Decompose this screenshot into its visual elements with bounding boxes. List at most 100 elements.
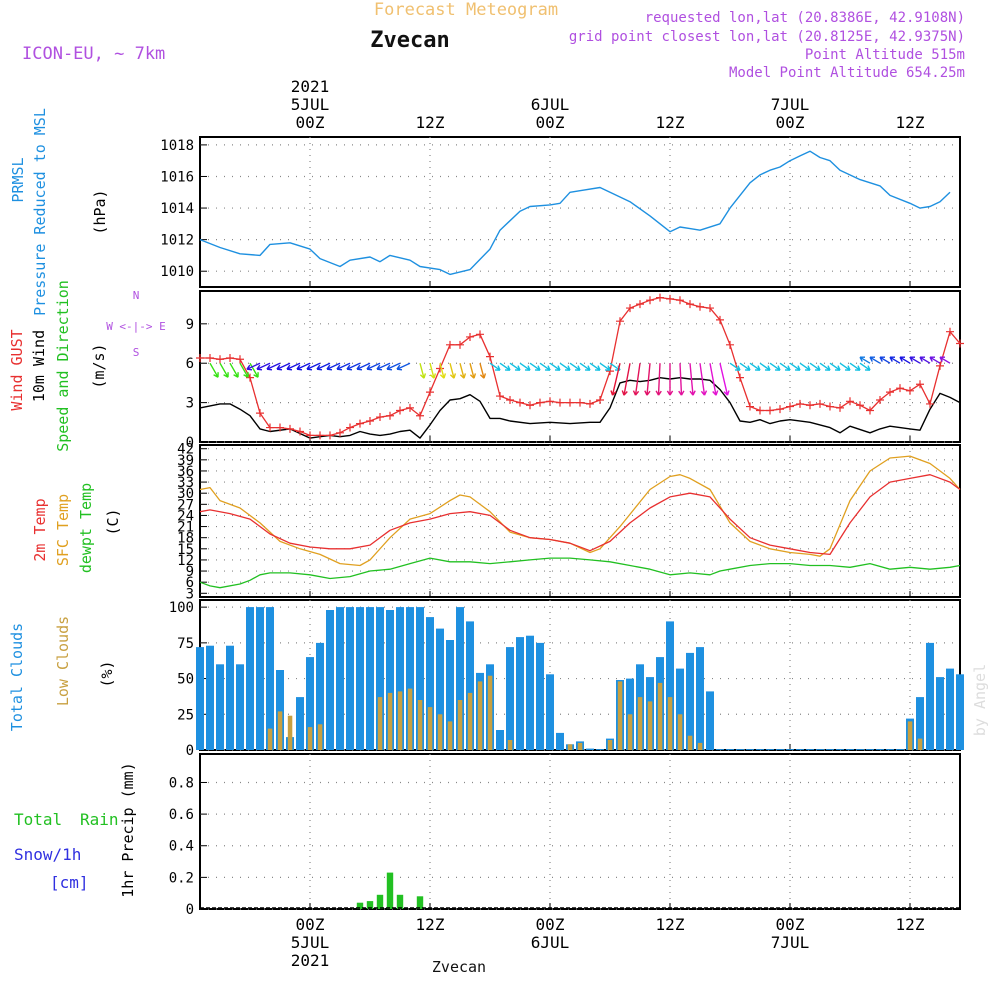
gust-point-marker	[876, 395, 884, 404]
gust-point-marker	[316, 431, 324, 440]
wind-direction-arrow	[666, 363, 674, 396]
y-tick-label: 1018	[160, 138, 194, 154]
wind-direction-arrow	[621, 363, 631, 396]
wind-direction-arrow	[879, 356, 891, 364]
total-cloud-bar	[296, 697, 304, 750]
gust-point-marker	[226, 353, 234, 362]
pressure-series	[199, 150, 951, 276]
total-cloud-bar	[466, 621, 474, 750]
gust-point-marker	[846, 397, 854, 406]
wind-direction-arrow	[469, 363, 477, 379]
pressure-label: PRMSL	[9, 157, 27, 202]
top-time-label: 12Z	[656, 113, 685, 132]
rain-bar	[376, 894, 384, 909]
wind-direction-arrow	[729, 362, 741, 371]
gust-point-marker	[906, 386, 914, 395]
gust-point-marker	[826, 402, 834, 411]
total-cloud-bar	[546, 674, 554, 750]
wind-direction-arrow	[366, 362, 381, 371]
wind-direction-arrow	[739, 362, 751, 371]
clouds-unit-label: (%)	[98, 660, 116, 687]
total-cloud-bar	[786, 749, 794, 750]
total-cloud-bar	[316, 642, 324, 750]
total-cloud-bar	[596, 749, 604, 750]
total-cloud-bar	[206, 645, 214, 750]
low-cloud-bar	[467, 692, 473, 750]
y-tick-label: 75	[177, 636, 194, 652]
y-tick-label: 1014	[160, 201, 194, 217]
gust-point-marker	[536, 398, 544, 407]
gust-point-marker	[256, 409, 264, 418]
gust-point-marker	[576, 398, 584, 407]
top-date-label: 7JUL	[771, 95, 810, 114]
wind-direction-arrow	[579, 362, 591, 371]
gust-point-marker	[926, 399, 934, 408]
gust-point-marker	[556, 398, 564, 407]
y-tick-label: 50	[177, 672, 194, 688]
top-time-label: 00Z	[296, 113, 325, 132]
bottom-time-label: 00Z	[296, 915, 325, 934]
low-cloud-bar	[387, 692, 393, 750]
wind-direction-arrow	[789, 362, 801, 371]
gust-point-marker	[836, 403, 844, 412]
y-tick-label: 0.6	[169, 807, 194, 823]
total-cloud-bar	[746, 749, 754, 750]
wind-direction-arrow	[859, 356, 871, 364]
bottom-date-label: 7JUL	[771, 933, 810, 952]
gust-point-marker	[246, 373, 254, 382]
total-cloud-bar	[526, 635, 534, 750]
dewpt-label: dewpt Temp	[77, 483, 95, 573]
total-cloud-bar	[226, 645, 234, 750]
y-tick-label: 15	[177, 542, 194, 558]
y-tick-label: 1010	[160, 264, 194, 280]
wind-direction-arrow	[229, 362, 239, 378]
wind-direction-label: Speed and Direction	[54, 280, 72, 452]
gust-point-marker	[756, 406, 764, 415]
wind-direction-arrow	[689, 363, 696, 396]
gust-point-marker	[236, 355, 244, 364]
gust-point-marker	[356, 419, 364, 428]
gust-point-marker	[336, 428, 344, 437]
total-cloud-bar	[376, 607, 384, 750]
top-time-label: 00Z	[776, 113, 805, 132]
wind-direction-arrow	[549, 362, 561, 371]
bottom-time-label: 12Z	[896, 915, 925, 934]
wind-direction-arrow	[499, 362, 511, 371]
gust-point-marker	[216, 355, 224, 364]
low-cloud-bar	[477, 681, 483, 750]
gust-point-marker	[866, 406, 874, 415]
total-cloud-bar	[356, 607, 364, 750]
pressure-unit-label: (hPa)	[91, 189, 109, 234]
bottom-date-label: 6JUL	[531, 933, 570, 952]
gust-point-marker	[806, 401, 814, 410]
total-cloud-bar	[496, 730, 504, 750]
low-cloud-bar	[307, 727, 313, 750]
low-cloud-bar	[577, 742, 583, 750]
gust-point-marker	[286, 424, 294, 433]
gust-point-marker	[206, 353, 214, 362]
total-cloud-bar	[696, 647, 704, 750]
y-tick-label: 0.4	[169, 839, 194, 855]
total-cloud-bar	[776, 749, 784, 750]
wind-direction-arrow	[266, 362, 281, 371]
total-cloud-bar	[436, 628, 444, 750]
t2m-label: 2m Temp	[31, 498, 49, 561]
y-tick-label: 9	[186, 564, 194, 580]
gust-point-marker	[786, 402, 794, 411]
total-cloud-bar	[346, 607, 354, 750]
wind-direction-arrow	[296, 362, 311, 371]
gust-point-marker	[266, 423, 274, 432]
wind-direction-arrow	[396, 362, 411, 371]
wind-direction-arrow	[246, 362, 261, 371]
wind-direction-arrow	[769, 362, 781, 371]
total-cloud-bar	[536, 642, 544, 750]
total-cloud-bar	[406, 607, 414, 750]
gust-point-marker	[776, 405, 784, 414]
panel-frame-pressure	[199, 136, 961, 288]
wind-direction-arrow	[869, 356, 881, 364]
low-cloud-bar	[657, 682, 663, 750]
low-cloud-bar	[687, 735, 693, 750]
low-cloud-bar	[697, 742, 703, 750]
wind-direction-arrow	[209, 362, 219, 378]
